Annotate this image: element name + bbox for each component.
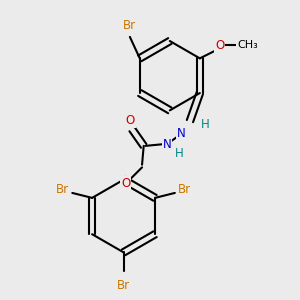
- Text: O: O: [215, 39, 224, 52]
- Text: N: N: [177, 127, 186, 140]
- Text: H: H: [175, 147, 184, 160]
- Text: Br: Br: [123, 19, 136, 32]
- Text: CH₃: CH₃: [237, 40, 258, 50]
- Text: Br: Br: [178, 183, 191, 196]
- Text: O: O: [121, 177, 130, 190]
- Text: Br: Br: [56, 183, 69, 196]
- Text: Br: Br: [117, 279, 130, 292]
- Text: H: H: [200, 118, 209, 131]
- Text: N: N: [162, 138, 171, 151]
- Text: O: O: [126, 114, 135, 127]
